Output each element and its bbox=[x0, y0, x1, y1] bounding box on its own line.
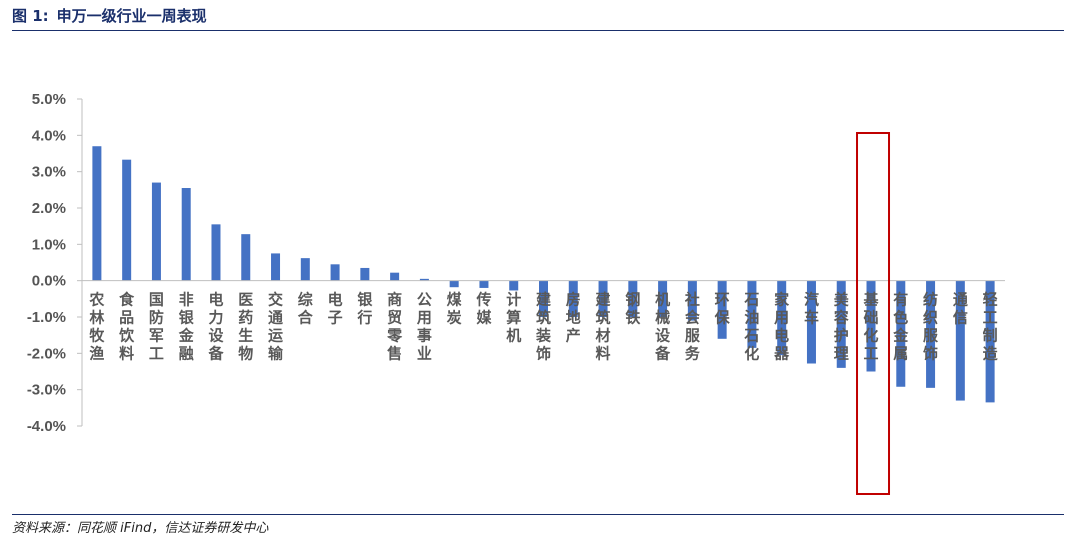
bar bbox=[717, 280, 727, 339]
category-label: 食品饮料 bbox=[118, 291, 135, 363]
category-label: 建筑材料 bbox=[595, 291, 612, 363]
highlight-box bbox=[856, 132, 891, 495]
bar bbox=[122, 159, 132, 281]
bar bbox=[449, 280, 459, 288]
bar bbox=[926, 280, 936, 388]
category-label: 通信 bbox=[953, 291, 968, 327]
y-tick-label: -3.0% bbox=[27, 382, 66, 399]
category-label: 石油石化 bbox=[743, 291, 759, 363]
bar bbox=[151, 182, 161, 281]
highlight-box-group bbox=[856, 132, 891, 495]
bar bbox=[568, 280, 578, 317]
bar bbox=[360, 267, 370, 281]
figure-number: 图 1: bbox=[12, 7, 49, 25]
bar bbox=[955, 280, 965, 401]
y-tick-label: 1.0% bbox=[32, 236, 66, 253]
category-label: 家用电器 bbox=[773, 291, 790, 363]
category-label: 轻工制造 bbox=[983, 291, 998, 363]
bar bbox=[211, 224, 221, 281]
y-tick-label: 4.0% bbox=[32, 127, 66, 144]
category-label: 国防军工 bbox=[149, 291, 164, 363]
bar bbox=[92, 146, 102, 281]
category-label: 交通运输 bbox=[268, 291, 284, 363]
category-label: 基础化工 bbox=[863, 291, 880, 363]
category-label: 纺织服饰 bbox=[923, 291, 939, 363]
y-tick-label: 5.0% bbox=[32, 91, 66, 108]
bar bbox=[271, 253, 281, 281]
category-label: 社会服务 bbox=[684, 291, 701, 363]
category-label: 非银金融 bbox=[178, 291, 195, 363]
bar bbox=[419, 278, 429, 281]
bar bbox=[181, 188, 191, 281]
bar bbox=[985, 280, 995, 403]
category-label: 房地产 bbox=[566, 291, 581, 345]
y-axis: 5.0% 4.0% 3.0% 2.0% 1.0% 0.0% -1.0% -2.0% -3.0% -… bbox=[27, 91, 83, 435]
bar bbox=[390, 272, 400, 281]
category-label: 煤炭 bbox=[447, 291, 462, 327]
bar bbox=[539, 280, 548, 317]
bar bbox=[866, 280, 876, 372]
category-label: 机械设备 bbox=[654, 291, 671, 363]
bar bbox=[896, 280, 906, 387]
y-tick-label: -1.0% bbox=[27, 309, 66, 326]
bar bbox=[687, 280, 697, 321]
bar bbox=[747, 280, 757, 348]
bar bbox=[330, 264, 340, 281]
category-label: 电力设备 bbox=[207, 291, 224, 363]
y-tick-label: 2.0% bbox=[32, 200, 66, 217]
title-rule bbox=[12, 30, 1064, 31]
category-label: 综合 bbox=[297, 291, 314, 327]
category-label: 有色金属 bbox=[892, 291, 909, 363]
category-label: 汽车 bbox=[804, 291, 819, 327]
category-label: 建筑装饰 bbox=[535, 291, 552, 363]
bar bbox=[836, 280, 846, 368]
bar bbox=[628, 280, 638, 317]
figure-title-text: 申万一级行业一周表现 bbox=[56, 7, 207, 25]
category-label: 电子 bbox=[328, 291, 343, 327]
category-label: 钢铁 bbox=[625, 291, 640, 327]
bar bbox=[658, 280, 668, 317]
category-label: 传媒 bbox=[475, 291, 492, 327]
y-tick-label: 0.0% bbox=[32, 273, 66, 290]
bar bbox=[300, 258, 310, 281]
source-note: 资料来源：同花顺 iFind，信达证券研发中心 bbox=[12, 521, 269, 536]
bar bbox=[479, 280, 489, 288]
category-label: 医药生物 bbox=[238, 291, 253, 363]
category-labels: 农林牧渔食品饮料国防军工非银金融电力设备医药生物交通运输综合电子银行商贸零售公用… bbox=[88, 291, 997, 363]
y-tick-label: -4.0% bbox=[27, 418, 66, 435]
source-rule bbox=[12, 514, 1064, 515]
bar bbox=[777, 280, 787, 356]
bar bbox=[806, 280, 816, 364]
y-tick-label: -2.0% bbox=[27, 345, 66, 362]
category-label: 商贸零售 bbox=[386, 291, 403, 363]
figure-title: 图 1: 申万一级行业一周表现 bbox=[12, 5, 207, 25]
category-label: 环保 bbox=[714, 291, 731, 327]
y-tick-label: 3.0% bbox=[32, 164, 66, 181]
bar bbox=[509, 280, 519, 291]
category-label: 公用事业 bbox=[417, 291, 432, 363]
category-label: 农林牧渔 bbox=[88, 291, 105, 363]
category-label: 银行 bbox=[356, 291, 373, 327]
bar-series bbox=[92, 146, 995, 403]
bar bbox=[598, 280, 608, 317]
bar bbox=[241, 234, 251, 281]
category-label: 计算机 bbox=[506, 291, 521, 345]
category-label: 美容护理 bbox=[833, 291, 850, 363]
